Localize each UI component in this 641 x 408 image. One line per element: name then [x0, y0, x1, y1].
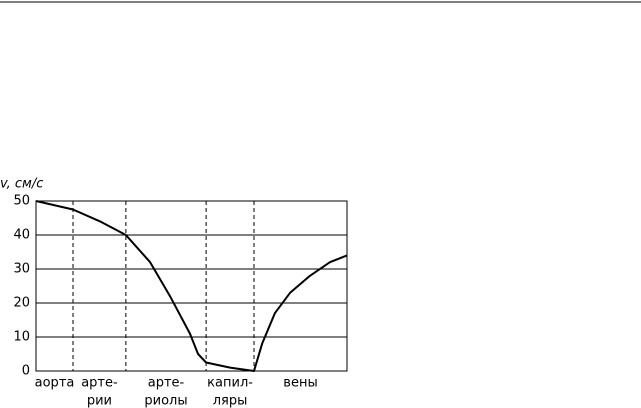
velocity-curve	[35, 200, 348, 372]
y-tick-label: 30	[13, 262, 30, 277]
y-axis-label: v, см/с	[0, 177, 43, 192]
section-label: капил-	[207, 376, 253, 391]
section-label: риолы	[144, 394, 187, 408]
y-tick-label: 50	[13, 194, 30, 209]
y-tick-label: 40	[13, 228, 30, 243]
plot-frame	[35, 200, 348, 372]
section-label: рии	[87, 394, 112, 408]
section-label: аорта	[35, 376, 75, 391]
section-label: ляры	[213, 394, 248, 408]
section-label: вены	[283, 376, 317, 391]
y-tick-label: 20	[13, 296, 30, 311]
section-label: арте-	[148, 376, 185, 391]
y-tick-label: 10	[13, 330, 30, 345]
section-label: арте-	[81, 376, 118, 391]
y-tick-label: 0	[22, 364, 30, 379]
